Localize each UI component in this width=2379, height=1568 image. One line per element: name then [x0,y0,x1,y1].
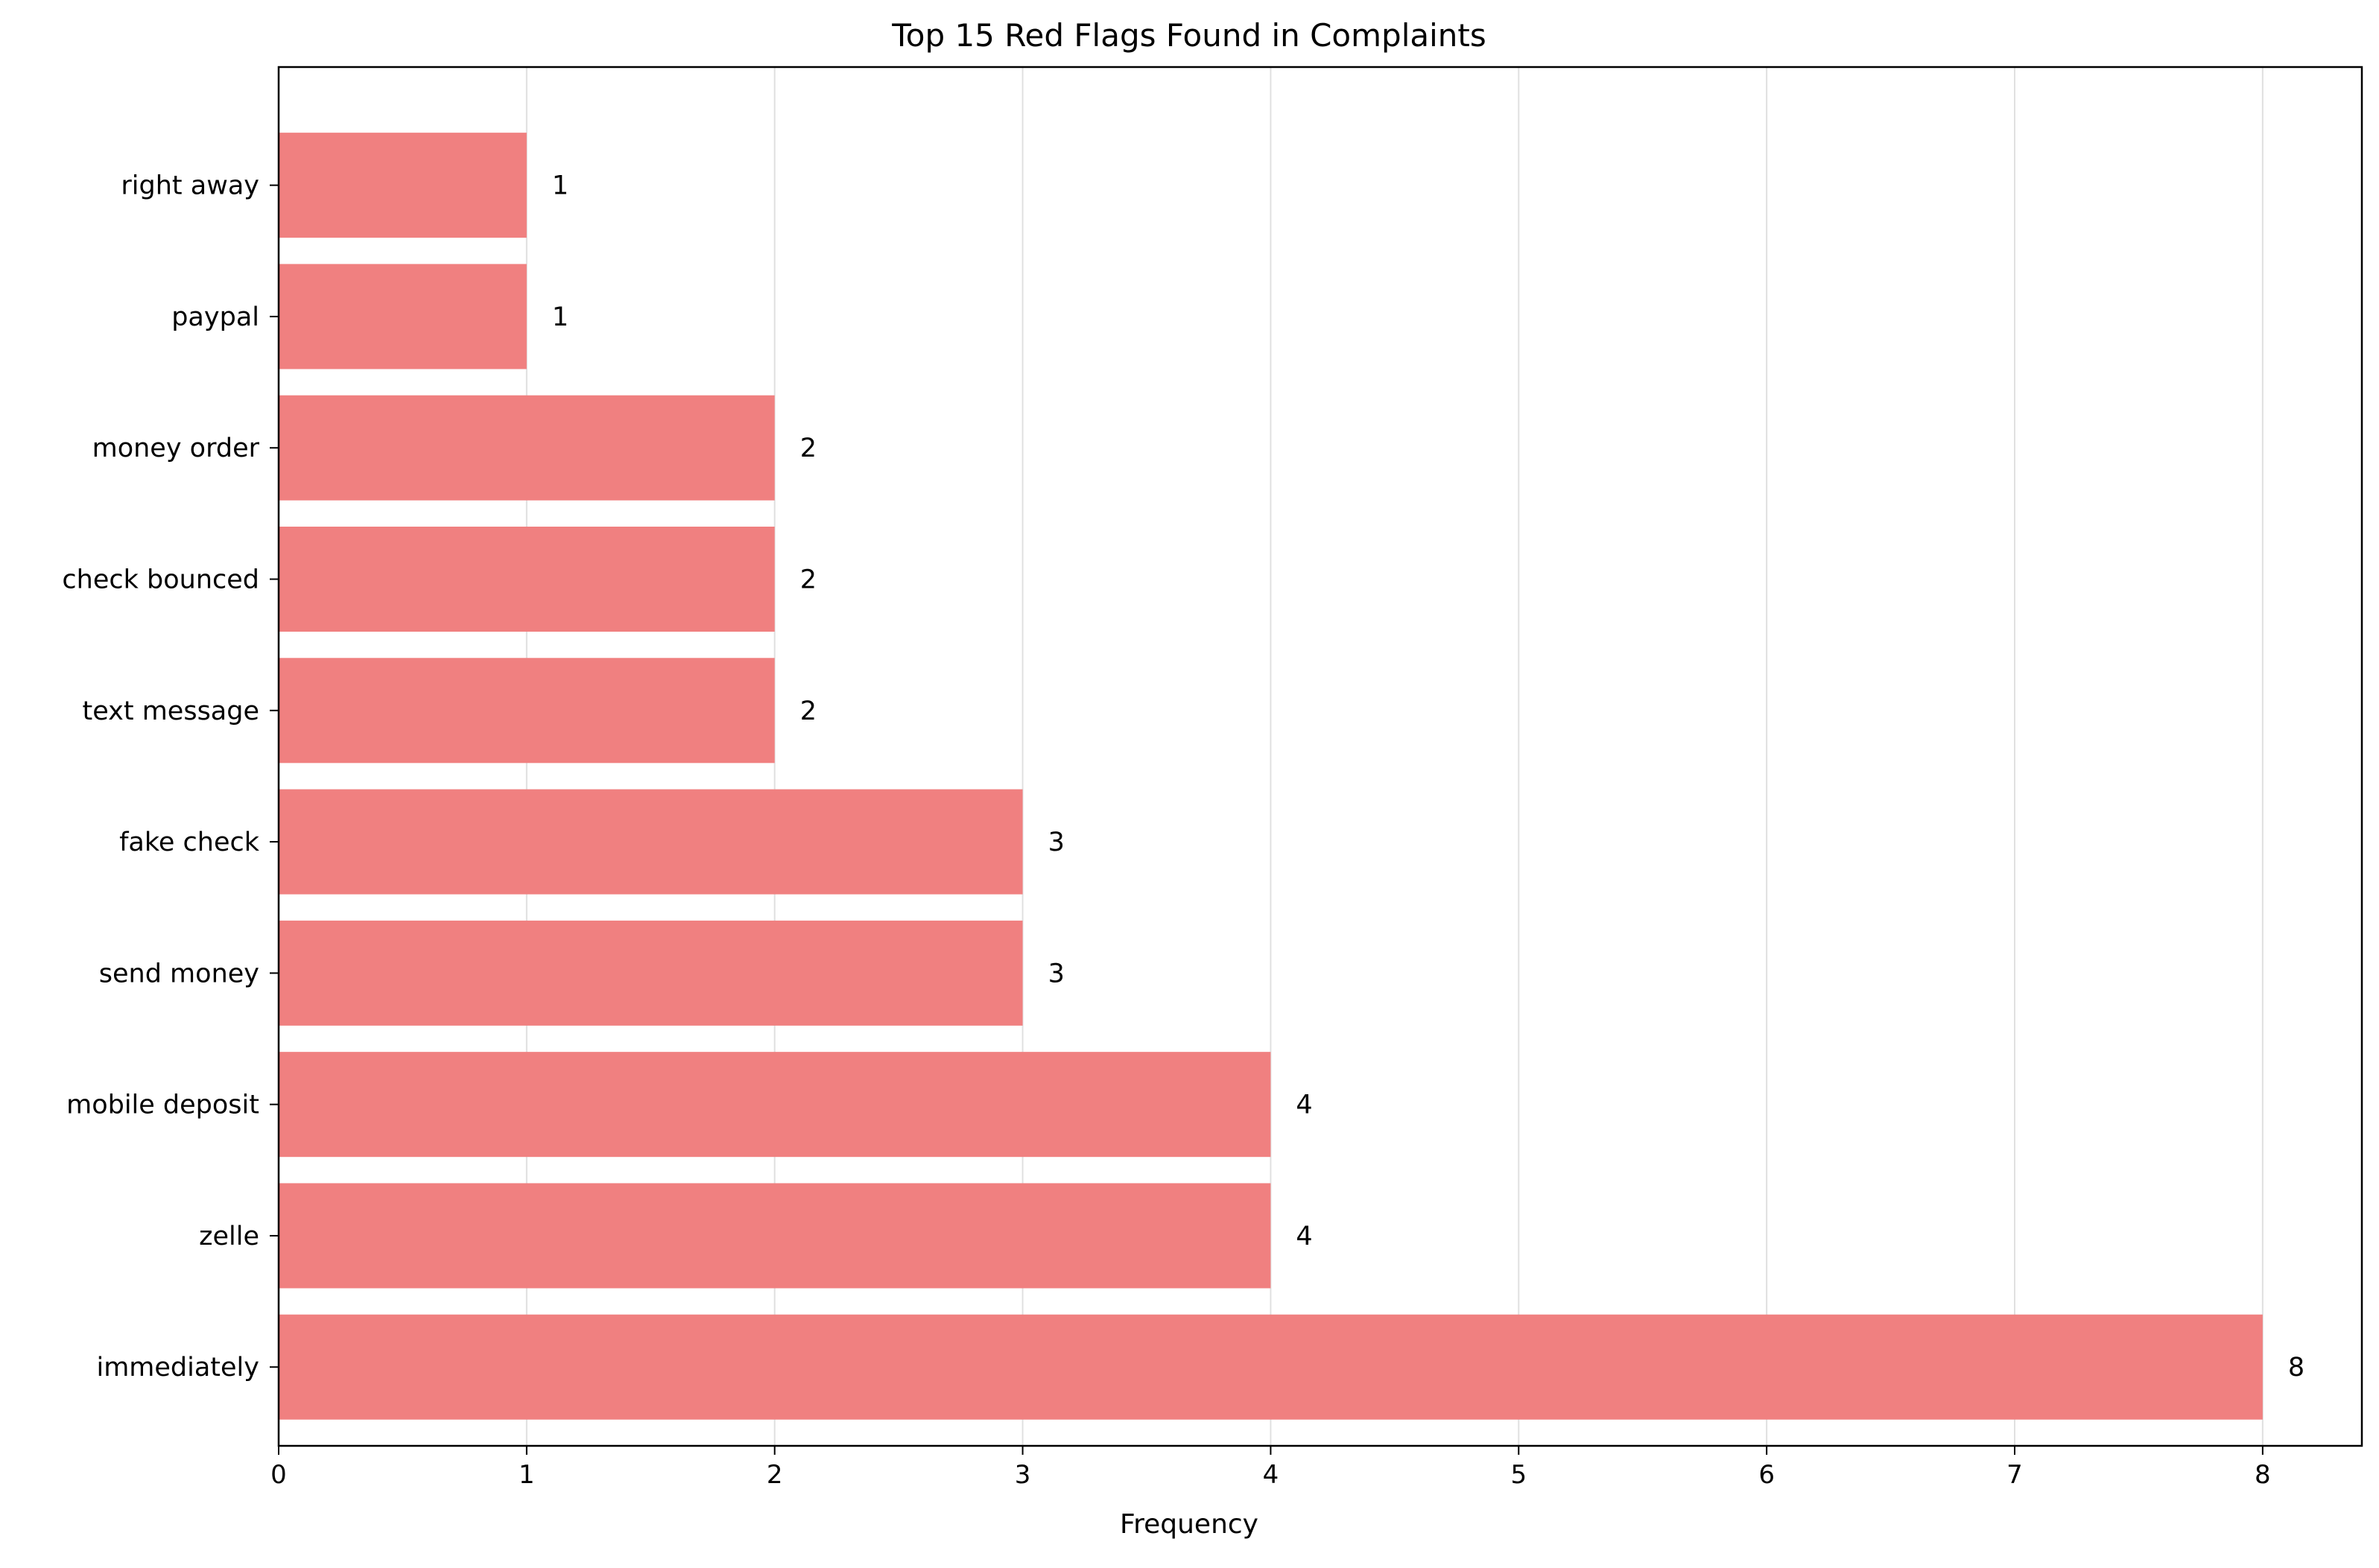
value-label: 1 [552,171,568,201]
bar [279,1052,1271,1158]
y-tick-label: paypal [171,302,259,332]
bar [279,658,775,764]
chart-title: Top 15 Red Flags Found in Complaints [891,17,1486,54]
y-tick-label: check bounced [62,565,259,595]
x-tick-label: 0 [270,1460,287,1490]
x-tick-label: 7 [2006,1460,2023,1490]
y-tick-label: send money [99,959,259,988]
bar [279,920,1023,1026]
x-tick-label: 4 [1263,1460,1279,1490]
x-axis-label: Frequency [1120,1509,1258,1540]
bar [279,264,527,369]
plot-frame [277,66,2363,1447]
value-label: 4 [1296,1222,1312,1251]
value-label: 2 [800,434,817,463]
y-tick-label: fake check [119,828,260,857]
value-label: 3 [1048,828,1065,857]
x-tick-label: 2 [767,1460,783,1490]
x-tick-label: 6 [1758,1460,1775,1490]
y-tick-label: mobile deposit [66,1091,259,1120]
x-tick-label: 3 [1015,1460,1031,1490]
value-label: 8 [2288,1353,2304,1383]
value-label: 2 [800,565,817,595]
value-label: 2 [800,696,817,726]
y-axis: right away paypal money order check bounced… [62,171,279,1383]
y-tick-label: text message [83,696,260,726]
x-tick-label: 1 [519,1460,535,1490]
bars [279,133,2263,1420]
x-tick-label: 8 [2255,1460,2271,1490]
bar [279,1183,1271,1289]
value-label: 3 [1048,959,1065,988]
bar [279,1314,2263,1420]
y-tick-label: money order [92,434,260,463]
x-axis: 0 1 2 3 4 5 6 7 8 [270,1446,2271,1490]
y-tick-label: right away [121,171,259,201]
bar [279,789,1023,895]
bar [279,395,775,501]
value-label: 4 [1296,1091,1312,1120]
bar [279,133,527,238]
value-labels: 1 1 2 2 2 3 3 4 4 8 [552,171,2304,1383]
y-tick-label: immediately [96,1353,259,1383]
y-tick-label: zelle [199,1222,259,1251]
value-label: 1 [552,302,568,332]
bar [279,527,775,632]
x-tick-label: 5 [1510,1460,1527,1490]
